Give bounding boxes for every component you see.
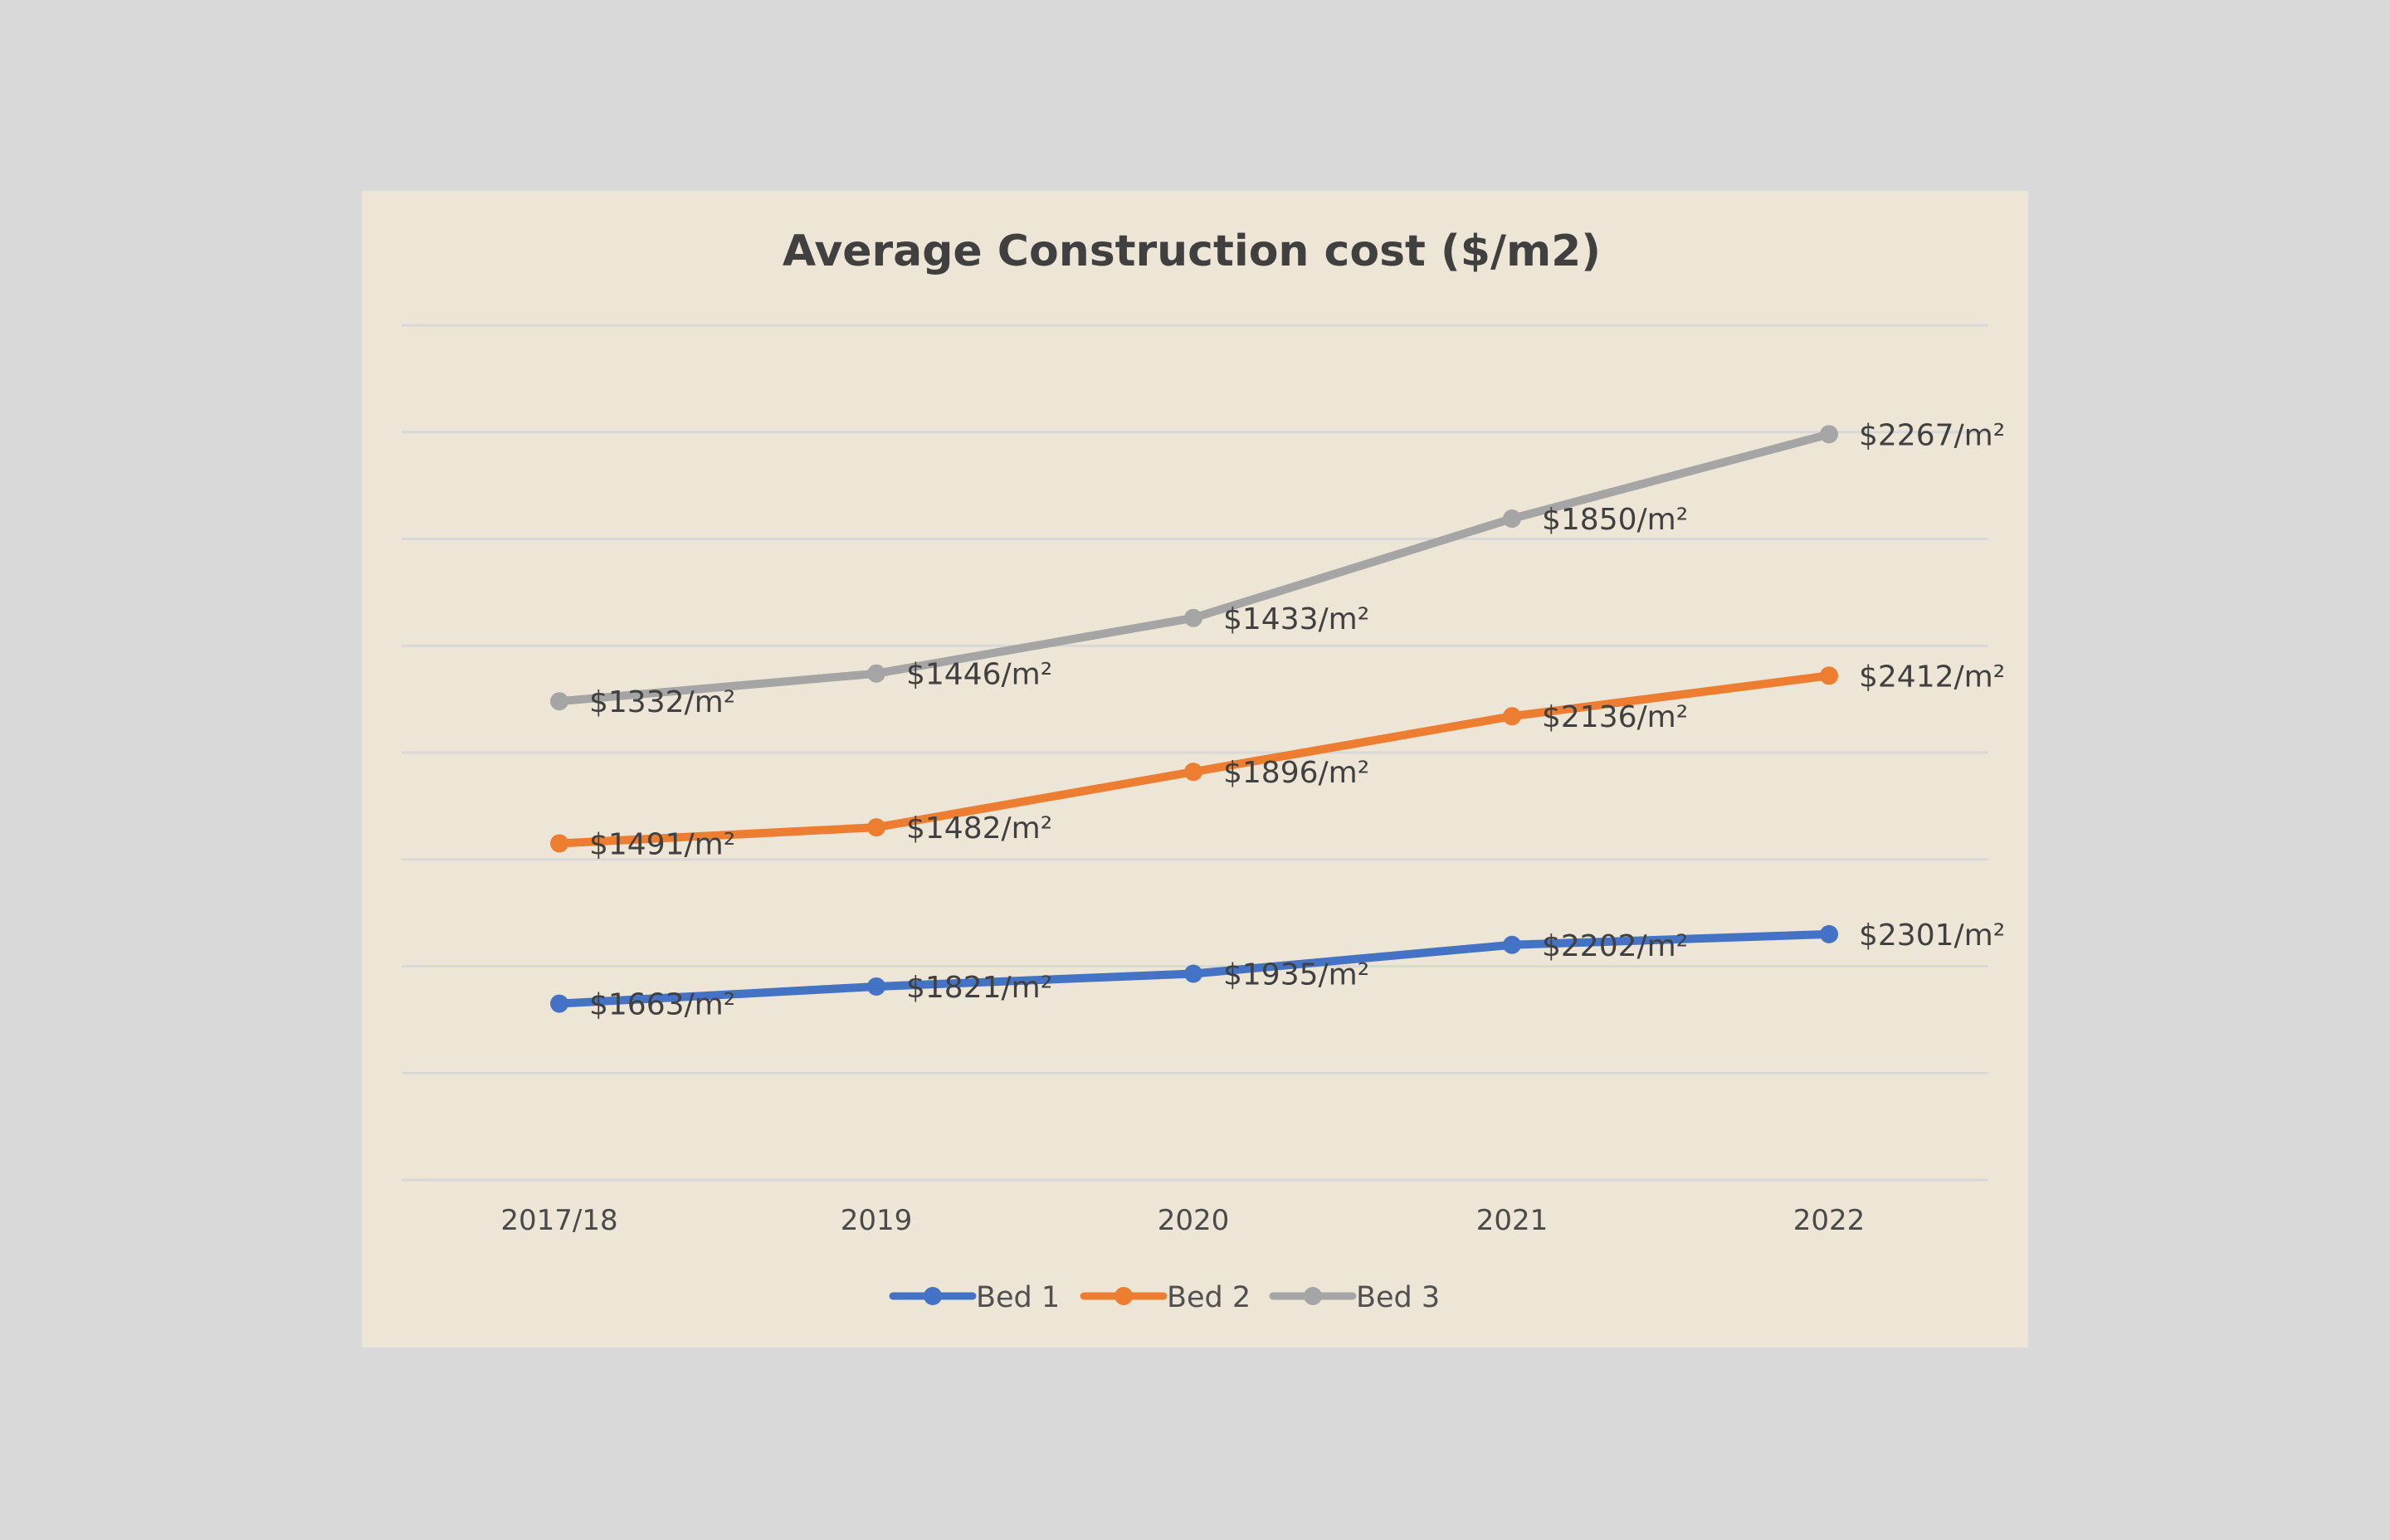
data-point (1503, 509, 1521, 529)
data-point (1503, 935, 1521, 954)
chart-title: Average Construction cost ($/m2) (783, 227, 1601, 276)
data-point (1820, 666, 1838, 685)
legend-label: Bed 2 (1167, 1281, 1251, 1314)
data-label: $1332/m² (589, 685, 735, 719)
legend-marker (1115, 1287, 1133, 1305)
legend-item-bed-1: Bed 1 (889, 1281, 1060, 1314)
data-label: $2412/m² (1859, 660, 2005, 694)
legend-item-bed-3: Bed 3 (1269, 1281, 1440, 1314)
data-label: $2136/m² (1542, 700, 1688, 734)
data-point (550, 994, 568, 1013)
x-tick-label: 2022 (1793, 1204, 1866, 1237)
x-tick-label: 2020 (1158, 1204, 1230, 1237)
data-label: $2267/m² (1859, 418, 2005, 452)
data-label: $1821/m² (906, 971, 1052, 1005)
data-point (1820, 425, 1838, 444)
data-point (1184, 964, 1202, 983)
data-label: $1446/m² (906, 658, 1052, 692)
data-label: $1935/m² (1223, 958, 1369, 992)
chart-area: Average Construction cost ($/m2) $1663/m… (362, 191, 2028, 1348)
legend-label: Bed 3 (1356, 1281, 1440, 1314)
legend-marker (924, 1287, 942, 1305)
data-label: $2202/m² (1542, 929, 1688, 963)
data-point (867, 818, 885, 837)
series-line-bed-3 (555, 430, 1833, 706)
data-point (867, 977, 885, 996)
data-label: $1482/m² (906, 811, 1052, 846)
data-label: $1663/m² (589, 988, 735, 1022)
legend-marker (1304, 1287, 1322, 1305)
legend-item-bed-2: Bed 2 (1080, 1281, 1251, 1314)
x-tick-label: 2021 (1476, 1204, 1549, 1237)
data-point (550, 834, 568, 853)
data-point (867, 664, 885, 683)
data-point (1503, 707, 1521, 726)
data-label: $1433/m² (1223, 602, 1369, 636)
data-point (1820, 924, 1838, 943)
data-label: $1491/m² (589, 827, 735, 861)
series-bed-2: $1491/m² $1482/m² $1896/m² $2136/m² $2412/m² (550, 660, 2005, 861)
x-axis: 2017/18 2019 2020 2021 2022 (500, 1204, 1865, 1237)
gridlines (402, 324, 1988, 1182)
data-label: $1850/m² (1542, 503, 1688, 537)
series-bed-1: $1663/m² $1821/m² $1935/m² $2202/m² $2301/m² (550, 919, 2005, 1022)
series-bed-3: $1332/m² $1446/m² $1433/m² $1850/m² $2267/m² (550, 418, 2005, 719)
x-tick-label: 2017/18 (500, 1204, 617, 1237)
x-tick-label: 2019 (841, 1204, 913, 1237)
data-point (1184, 763, 1202, 782)
line-chart: Average Construction cost ($/m2) $1663/m… (402, 227, 2005, 1314)
data-label: $1896/m² (1223, 756, 1369, 790)
legend-label: Bed 1 (976, 1281, 1060, 1314)
data-label: $2301/m² (1859, 919, 2005, 953)
legend: Bed 1 Bed 2 Bed 3 (889, 1281, 1440, 1314)
series-group: $1663/m² $1821/m² $1935/m² $2202/m² $2301/m²… (550, 418, 2005, 1022)
data-point (1184, 608, 1202, 627)
data-point (550, 692, 568, 711)
